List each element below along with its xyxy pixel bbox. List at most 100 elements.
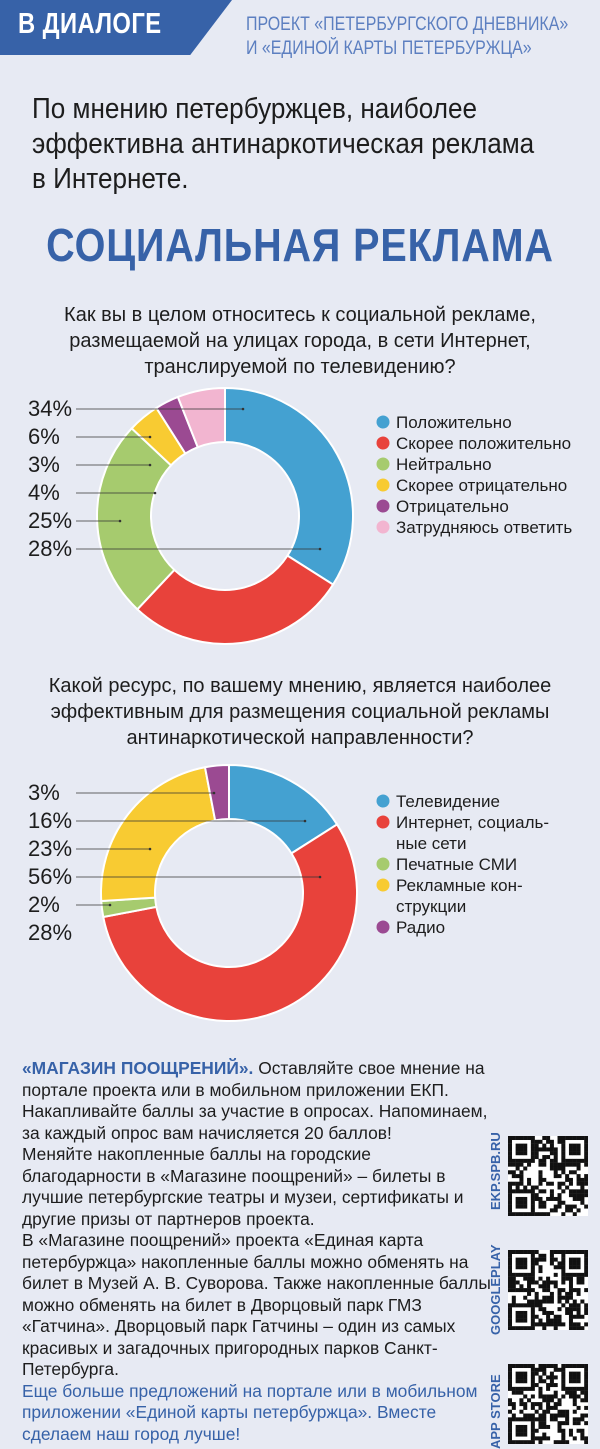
qr-module <box>568 1208 573 1213</box>
qr-module <box>584 1265 588 1270</box>
qr-module <box>572 1265 577 1270</box>
qr-module <box>515 1417 520 1422</box>
qr-module <box>515 1310 520 1315</box>
qr-module <box>584 1303 588 1308</box>
qr-module <box>572 1288 577 1293</box>
qr-module <box>530 1413 535 1418</box>
chart-1-percent-label: 4% <box>28 480 60 505</box>
qr-module <box>515 1428 520 1433</box>
qr-module <box>538 1386 543 1391</box>
qr-module <box>572 1170 577 1175</box>
qr-code-appstore[interactable] <box>508 1364 588 1444</box>
qr-module <box>549 1261 554 1266</box>
qr-module <box>511 1276 516 1281</box>
qr-module <box>576 1193 581 1198</box>
qr-module <box>580 1181 585 1186</box>
qr-module <box>572 1326 577 1330</box>
qr-module <box>519 1250 524 1255</box>
qr-module <box>530 1136 535 1141</box>
qr-module <box>515 1440 520 1444</box>
qr-code-site[interactable] <box>508 1136 588 1216</box>
chart-2-question: Какой ресурс, по вашему мнению, является… <box>0 673 600 751</box>
qr-module <box>508 1212 513 1216</box>
qr-module <box>584 1257 588 1262</box>
qr-module <box>549 1280 554 1285</box>
qr-module <box>580 1326 585 1330</box>
qr-module <box>549 1310 554 1315</box>
qr-module <box>530 1436 535 1441</box>
qr-module <box>542 1204 547 1209</box>
qr-module <box>508 1440 513 1444</box>
qr-module <box>538 1440 543 1444</box>
qr-module <box>523 1257 528 1262</box>
qr-module <box>508 1181 513 1186</box>
qr-module <box>508 1307 513 1312</box>
qr-module <box>576 1189 581 1194</box>
qr-module <box>561 1272 566 1277</box>
qr-module <box>576 1158 581 1163</box>
qr-module <box>538 1170 543 1175</box>
qr-module <box>584 1390 588 1395</box>
qr-module <box>572 1379 577 1384</box>
qr-module <box>584 1394 588 1399</box>
qr-module <box>580 1432 585 1437</box>
qr-module <box>549 1158 554 1163</box>
qr-module <box>527 1158 532 1163</box>
qr-module <box>572 1261 577 1266</box>
qr-module <box>508 1151 513 1156</box>
qr-module <box>515 1204 520 1209</box>
chart-1-leader-dot <box>148 435 152 439</box>
qr-module <box>553 1174 558 1179</box>
qr-module <box>519 1371 524 1376</box>
qr-module <box>542 1299 547 1304</box>
qr-module <box>546 1196 551 1201</box>
qr-module <box>584 1322 588 1327</box>
qr-module <box>527 1250 532 1255</box>
promo-text: «МАГАЗИН ПООЩРЕНИЙ». Оставляйте свое мне… <box>22 1058 492 1445</box>
qr-module <box>561 1383 566 1388</box>
qr-module <box>561 1250 566 1255</box>
qr-module <box>542 1307 547 1312</box>
qr-module <box>523 1364 528 1369</box>
qr-module <box>538 1318 543 1323</box>
qr-module <box>527 1280 532 1285</box>
qr-module <box>523 1402 528 1407</box>
qr-module <box>572 1417 577 1422</box>
chart-1-slice-3 <box>96 426 176 611</box>
qr-module <box>523 1143 528 1148</box>
qr-module <box>557 1288 562 1293</box>
qr-module <box>584 1250 588 1255</box>
qr-module <box>553 1257 558 1262</box>
qr-module <box>584 1162 588 1167</box>
qr-module <box>538 1204 543 1209</box>
qr-module <box>557 1318 562 1323</box>
qr-module <box>530 1440 535 1444</box>
qr-module <box>519 1200 524 1205</box>
qr-module <box>549 1318 554 1323</box>
qr-module <box>580 1177 585 1182</box>
qr-module <box>508 1402 513 1407</box>
chart-1-legend-label: Положительно <box>396 413 512 432</box>
qr-module <box>542 1189 547 1194</box>
qr-module <box>508 1288 513 1293</box>
qr-module <box>534 1383 539 1388</box>
qr-module <box>549 1193 554 1198</box>
qr-module <box>511 1280 516 1285</box>
chart-2-question-line: Какой ресурс, по вашему мнению, является… <box>48 675 552 697</box>
qr-module <box>523 1147 528 1152</box>
qr-module <box>561 1371 566 1376</box>
qr-module <box>515 1136 520 1141</box>
chart-1-percent-label: 28% <box>28 536 72 561</box>
qr-module <box>565 1162 570 1167</box>
qr-module <box>546 1436 551 1441</box>
qr-module <box>511 1364 516 1369</box>
qr-module <box>538 1413 543 1418</box>
qr-module <box>576 1322 581 1327</box>
chart-1-leader-dot <box>118 519 122 523</box>
qr-code-googleplay[interactable] <box>508 1250 588 1330</box>
qr-module <box>561 1375 566 1380</box>
qr-module <box>534 1436 539 1441</box>
qr-module <box>523 1200 528 1205</box>
qr-module <box>584 1253 588 1258</box>
qr-module <box>584 1147 588 1152</box>
